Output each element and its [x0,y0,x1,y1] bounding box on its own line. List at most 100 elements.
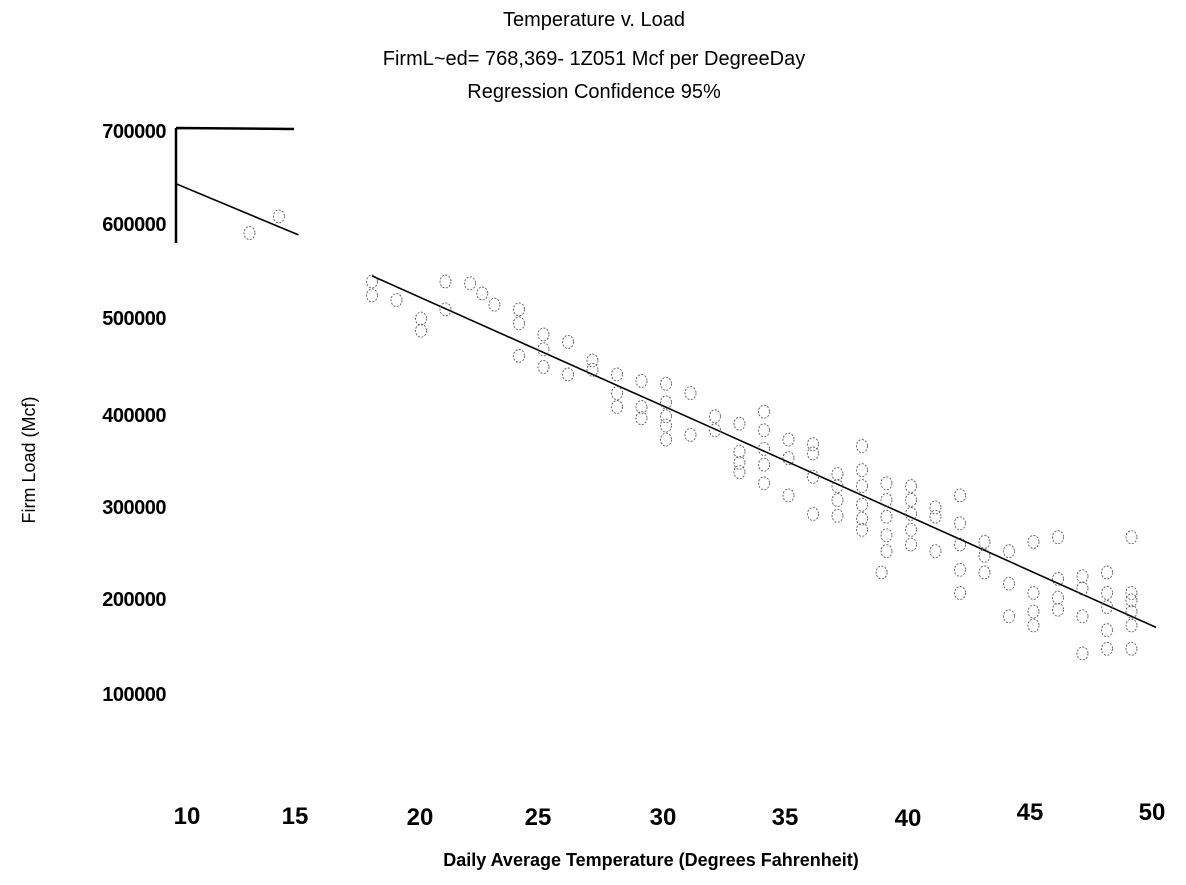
data-point [611,386,623,401]
data-point [807,437,819,452]
data-point [1027,618,1040,633]
y-tick-label: 100000 [102,684,166,706]
data-point [513,348,525,363]
data-point [272,209,285,224]
data-point [488,297,501,312]
x-tick-label: 40 [895,805,922,832]
data-point [978,534,991,549]
y-tick-label: 500000 [102,308,166,330]
y-axis-ticks: 700000 600000 500000 400000 300000 200000 1000… [102,121,167,706]
data-point [807,507,819,521]
data-point [758,423,770,438]
data-point [905,522,917,537]
data-point [880,476,893,491]
data-point [537,342,550,357]
data-point [635,374,648,388]
x-axis-label: Daily Average Temperature (Degrees Fahre… [443,850,858,870]
x-tick-label: 50 [1139,799,1166,826]
data-point [782,451,795,466]
data-point [537,360,550,374]
data-point [1101,641,1113,656]
data-point [1052,572,1064,586]
data-point [586,353,599,368]
data-point [635,400,648,414]
data-point [660,395,672,410]
data-point [513,302,525,317]
data-point [1027,534,1040,549]
data-point [807,446,819,461]
data-point [1052,590,1064,605]
data-point [537,327,550,342]
data-point [782,488,795,503]
data-point [1076,609,1089,624]
data-point [1052,530,1064,545]
chart-title: Temperature v. Load [503,9,685,31]
data-point [562,367,574,382]
data-point [1027,586,1040,600]
data-point [978,565,991,580]
data-point [1076,581,1089,596]
x-tick-label: 25 [525,804,552,831]
data-point [1125,604,1138,619]
data-point [954,488,966,503]
data-point [905,493,917,507]
data-point [1101,623,1113,638]
data-point [807,469,819,484]
x-tick-label: 20 [407,804,434,831]
data-point [1052,602,1064,617]
data-point [243,226,256,241]
data-point [513,316,525,331]
data-point [831,493,844,507]
data-point [366,274,378,289]
data-point [660,418,672,433]
data-point [464,276,476,291]
data-point [1125,530,1138,545]
x-tick-label: 45 [1017,799,1044,826]
data-point [1125,586,1138,600]
data-point [905,479,917,494]
data-point [660,409,672,424]
data-point [611,400,623,414]
data-point [905,537,917,552]
data-point [684,386,697,401]
data-point [929,509,942,524]
data-point [782,432,795,447]
data-point [733,444,746,459]
data-point [856,497,868,512]
data-point [856,439,868,454]
y-tick-label: 700000 [102,121,166,143]
data-point [954,586,966,600]
chart-subtitle-confidence: Regression Confidence 95% [467,81,721,103]
data-point [1027,604,1040,619]
data-point [758,404,770,419]
data-point [1076,646,1089,661]
y-tick-label: 300000 [102,497,166,519]
data-point [1125,641,1138,656]
data-point [1076,569,1089,584]
x-tick-label: 15 [282,803,309,830]
data-point [856,522,868,537]
data-point [831,467,844,481]
data-point [856,479,868,494]
data-point [758,476,770,491]
data-point [978,548,991,563]
data-point [733,455,746,470]
y-axis-label: Firm Load (Mcf) [19,396,39,523]
data-point [439,302,452,317]
data-point [1003,609,1015,624]
data-point [856,463,868,478]
data-point [415,323,427,338]
data-point [1101,600,1113,614]
data-point [905,507,917,521]
data-point [733,465,746,480]
data-point [709,423,721,438]
data-point [880,493,893,507]
data-point [635,411,648,426]
plot-frame [174,126,295,243]
data-point [954,562,966,577]
data-point [439,274,452,289]
data-point [875,565,888,580]
data-point [390,293,403,308]
data-point [929,544,942,559]
